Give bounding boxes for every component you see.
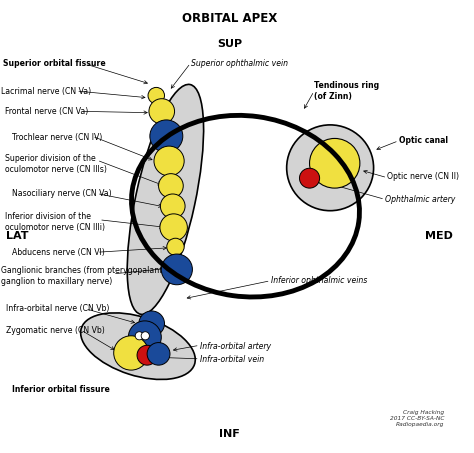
Circle shape	[135, 332, 144, 340]
Text: ORBITAL APEX: ORBITAL APEX	[182, 12, 277, 25]
Circle shape	[150, 120, 183, 153]
Circle shape	[161, 254, 192, 285]
Text: Inferior division of the
oculomotor nerve (CN IIIi): Inferior division of the oculomotor nerv…	[5, 212, 105, 231]
Circle shape	[158, 173, 183, 198]
Text: Infra-orbital vein: Infra-orbital vein	[200, 355, 264, 364]
Text: Infra-orbital artery: Infra-orbital artery	[200, 342, 271, 351]
Circle shape	[139, 311, 164, 336]
Text: Trochlear nerve (CN IV): Trochlear nerve (CN IV)	[12, 133, 102, 142]
Circle shape	[154, 146, 184, 176]
Text: SUP: SUP	[217, 39, 242, 49]
Circle shape	[167, 238, 184, 255]
Text: Craig Hacking
2017 CC-BY-SA-NC
Radiopaedia.org: Craig Hacking 2017 CC-BY-SA-NC Radiopaed…	[390, 410, 445, 428]
Circle shape	[300, 168, 319, 188]
Ellipse shape	[127, 84, 204, 314]
Ellipse shape	[81, 313, 195, 380]
Text: Inferior ophthalmic veins: Inferior ophthalmic veins	[271, 276, 367, 285]
Text: Superior orbital fissure: Superior orbital fissure	[3, 59, 106, 68]
Circle shape	[310, 139, 360, 188]
Text: Frontal nerve (CN Va): Frontal nerve (CN Va)	[5, 107, 89, 116]
Circle shape	[149, 99, 174, 124]
Text: Ganglionic branches (from pterygopalantine
ganglion to maxillary nerve): Ganglionic branches (from pterygopalanti…	[0, 266, 174, 286]
Circle shape	[147, 342, 170, 365]
Text: Superior ophthalmic vein: Superior ophthalmic vein	[191, 58, 288, 67]
Circle shape	[160, 214, 187, 241]
Circle shape	[141, 332, 149, 340]
Text: Optic nerve (CN II): Optic nerve (CN II)	[387, 172, 459, 181]
Text: LAT: LAT	[6, 231, 29, 241]
Circle shape	[287, 125, 374, 211]
Text: Inferior orbital fissure: Inferior orbital fissure	[12, 385, 110, 394]
Text: Nasociliary nerve (CN Va): Nasociliary nerve (CN Va)	[12, 189, 112, 198]
Circle shape	[137, 345, 157, 365]
Text: Abducens nerve (CN VI): Abducens nerve (CN VI)	[12, 248, 105, 257]
Circle shape	[114, 336, 148, 370]
Text: Tendinous ring
(of Zinn): Tendinous ring (of Zinn)	[314, 82, 379, 101]
Text: Ophthalmic artery: Ophthalmic artery	[385, 195, 456, 204]
Text: Infra-orbital nerve (CN Vb): Infra-orbital nerve (CN Vb)	[6, 304, 109, 313]
Text: MED: MED	[425, 231, 453, 241]
Text: Zygomatic nerve (CN Vb): Zygomatic nerve (CN Vb)	[6, 326, 105, 335]
Text: Optic canal: Optic canal	[399, 136, 448, 145]
Circle shape	[128, 321, 161, 353]
Circle shape	[148, 87, 164, 104]
Circle shape	[160, 194, 185, 218]
Text: Lacrimal nerve (CN Va): Lacrimal nerve (CN Va)	[0, 87, 91, 96]
Text: INF: INF	[219, 429, 240, 439]
Text: Superior division of the
oculomotor nerve (CN IIIs): Superior division of the oculomotor nerv…	[5, 154, 107, 174]
